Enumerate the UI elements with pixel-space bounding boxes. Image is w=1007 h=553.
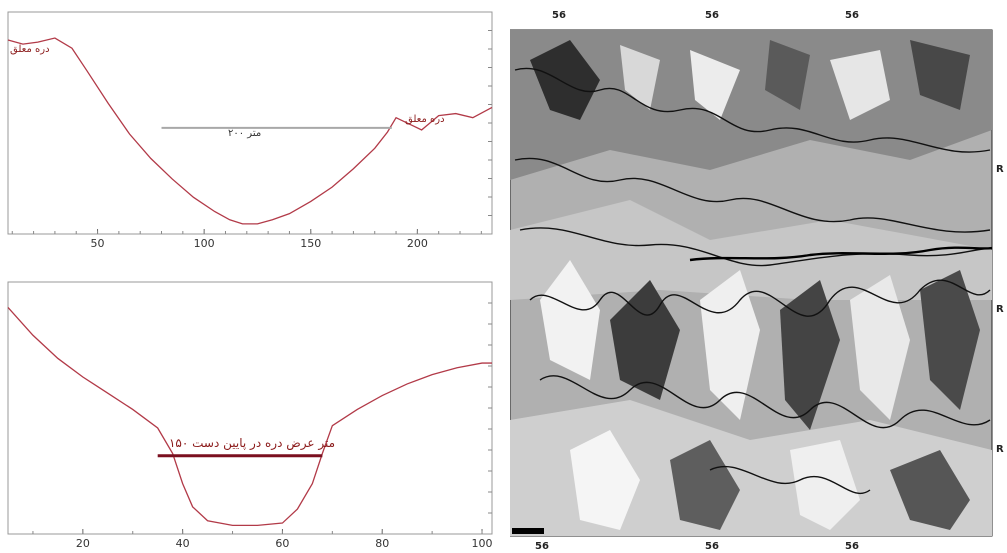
valley-width-label: ۲۰۰ متر	[228, 128, 261, 139]
contour-lines	[514, 67, 991, 495]
x-tick-label: 50	[91, 237, 105, 250]
chart-frame	[7, 281, 493, 535]
x-tick-label: 100	[472, 537, 493, 550]
stream-line	[689, 246, 993, 262]
x-axis-ticks: 20 40 60 80 100	[32, 529, 493, 550]
map-top-label-1: 56	[552, 10, 566, 21]
x-tick-label: 100	[194, 237, 215, 250]
hanging-valley-label-right: دره معلق	[405, 114, 445, 125]
relief-shading	[510, 30, 992, 536]
downstream-width-label: ۱۵۰ متر عرض دره در پایین دست	[169, 436, 335, 451]
bottom-valley-profile-chart: 20 40 60 80 100 ۱۵۰ متر عرض دره در پایین دست	[7, 281, 493, 550]
x-tick-label: 60	[275, 537, 289, 550]
map-right-label-3: R	[996, 444, 1004, 455]
map-right-label-2: R	[996, 304, 1004, 315]
x-tick-label: 80	[375, 537, 389, 550]
map-bottom-label-1: 56	[535, 541, 549, 552]
scale-bar	[512, 528, 544, 534]
profile-line	[7, 306, 492, 527]
profile-line	[7, 37, 493, 225]
hanging-valley-label-left: دره معلق	[10, 44, 50, 55]
y-axis-ticks	[488, 30, 492, 216]
x-axis-ticks: 50 100 150 200	[11, 229, 482, 250]
x-tick-label: 200	[407, 237, 428, 250]
map-top-label-2: 56	[705, 10, 719, 21]
x-tick-label: 20	[76, 537, 90, 550]
top-valley-profile-chart: 50 100 150 200 دره معلق دره معلق ۲۰۰ متر	[7, 11, 493, 250]
map-bottom-label-3: 56	[845, 541, 859, 552]
map-right-label-1: R	[996, 164, 1004, 175]
map-top-label-3: 56	[845, 10, 859, 21]
y-axis-ticks	[488, 302, 492, 514]
hillshade-relief-map: 56 56 56 56 56 56 R R R	[510, 10, 1004, 552]
x-tick-label: 150	[300, 237, 321, 250]
x-tick-label: 40	[176, 537, 190, 550]
map-bottom-label-2: 56	[705, 541, 719, 552]
